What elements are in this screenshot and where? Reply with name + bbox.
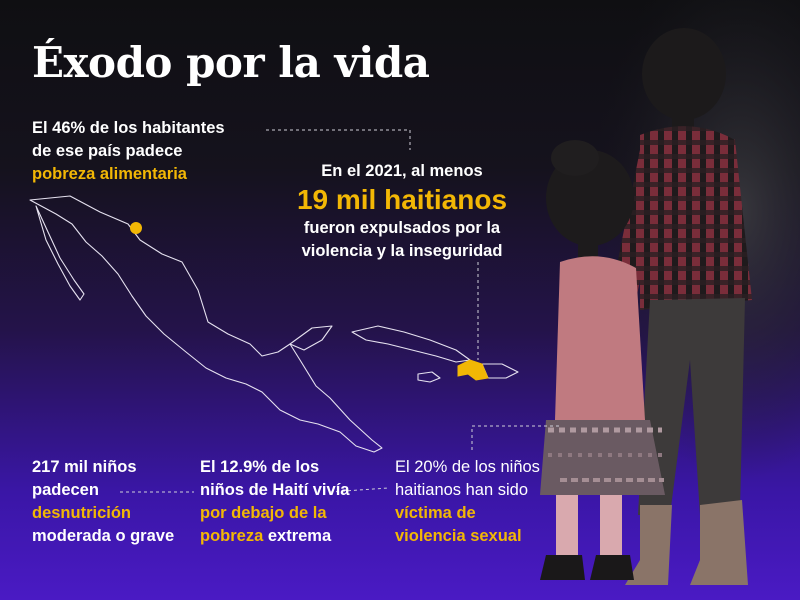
extreme-line-1: El 12.9% de los: [200, 458, 320, 476]
stat-malnutrition: 217 mil niños padecen desnutrición moder…: [32, 456, 192, 548]
origin-marker: [130, 222, 142, 234]
malnutrition-line-3: moderada o grave: [32, 527, 175, 545]
violence-highlight-2: violencia sexual: [395, 527, 522, 545]
expelled-line-1: En el 2021, al menos: [321, 162, 483, 180]
expelled-line-3: violencia y la inseguridad: [301, 242, 503, 260]
caribbean-outline: [351, 325, 519, 383]
girl-figure: [540, 140, 665, 580]
extreme-line-2: niños de Haití vivía: [200, 481, 350, 499]
violence-highlight-1: víctima de: [395, 504, 476, 522]
extreme-tail: extrema: [263, 527, 332, 545]
stat-expelled-haitians: En el 2021, al menos 19 mil haitianos fu…: [286, 160, 518, 263]
extreme-highlight-2: pobreza: [200, 527, 264, 545]
violence-line-1: El 20% de los niños: [395, 458, 540, 476]
malnutrition-line-2: padecen: [32, 481, 99, 499]
leader-lines: [120, 129, 560, 493]
haiti-shape: [457, 359, 489, 381]
expelled-big-number: 19 mil haitianos: [296, 184, 508, 215]
stat-sexual-violence: El 20% de los niños haitianos han sido v…: [395, 456, 570, 548]
poverty-line-2: de ese país padece: [32, 142, 183, 160]
boy-figure: [610, 28, 752, 585]
poverty-highlight: pobreza alimentaria: [32, 165, 187, 183]
malnutrition-line-1: 217 mil niños: [32, 458, 137, 476]
mexico-central-america-outline: [29, 195, 383, 453]
page-title: Éxodo por la vida: [32, 38, 430, 87]
violence-line-2: haitianos han sido: [395, 481, 529, 499]
malnutrition-highlight: desnutrición: [32, 504, 132, 522]
extreme-highlight-1: por debajo de la: [200, 504, 327, 522]
stat-food-poverty: El 46% de los habitantes de ese país pad…: [32, 117, 272, 186]
poverty-line-1: El 46% de los habitantes: [32, 119, 225, 137]
stat-extreme-poverty: El 12.9% de los niños de Haití vivía por…: [200, 456, 380, 548]
expelled-line-2: fueron expulsados por la: [303, 219, 501, 237]
